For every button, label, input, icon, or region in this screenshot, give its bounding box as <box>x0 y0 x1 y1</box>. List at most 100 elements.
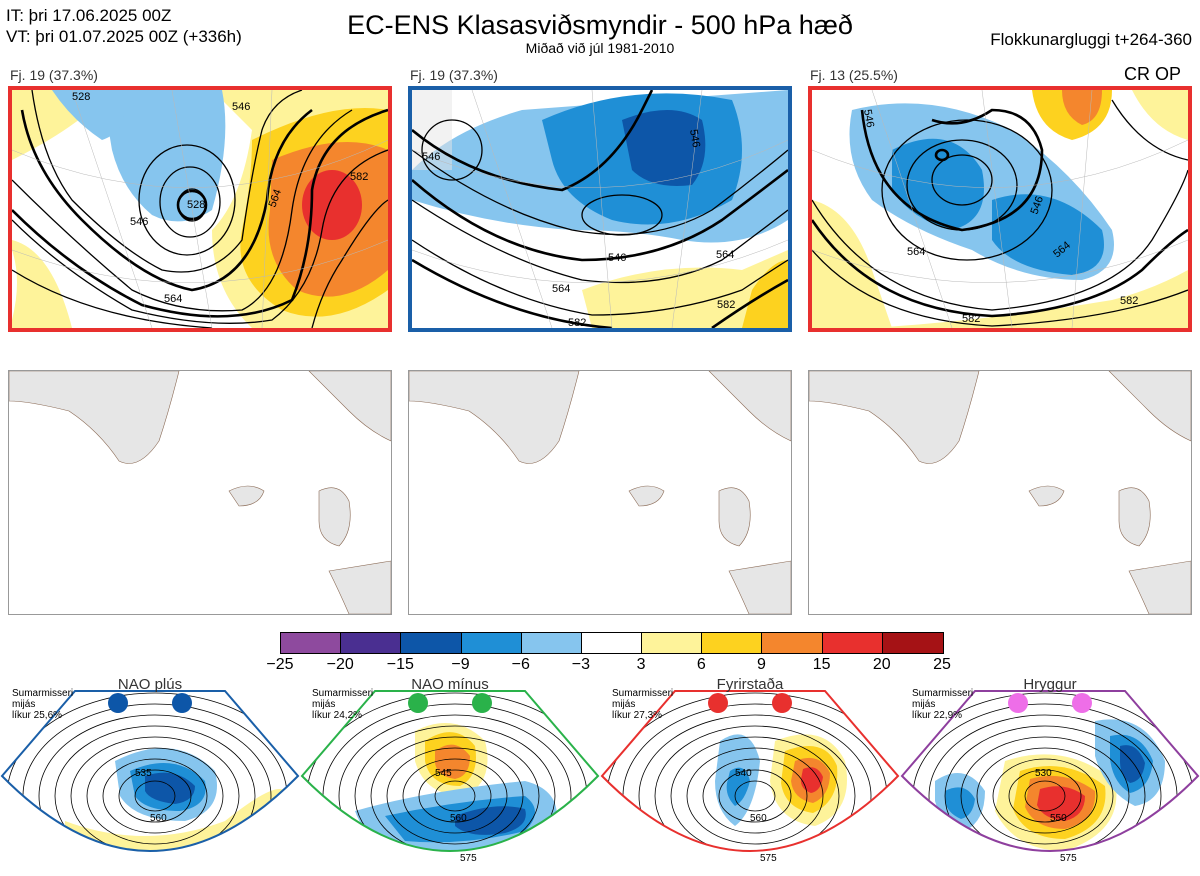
contour-label: 575 <box>760 853 777 864</box>
colorbar-tick-label: −20 <box>326 656 354 673</box>
anomaly-area <box>1120 745 1145 783</box>
colorbar-tick-label: 9 <box>757 656 766 673</box>
colorbar-tick-label: −9 <box>451 656 470 673</box>
contour-label: 575 <box>1060 853 1077 864</box>
regime-probability: Sumarmisseri mijás líkur 25,6% <box>12 688 73 721</box>
base-map-3 <box>808 370 1192 615</box>
cluster-map-1: 546 564 564 582 528 528 546 <box>8 86 392 332</box>
page-subtitle: Miðað við júl 1981-2010 <box>525 40 675 56</box>
contour-label: 535 <box>135 768 152 779</box>
regime-name: NAO mínus <box>411 676 489 693</box>
svg-text:546: 546 <box>687 128 702 148</box>
svg-text:546: 546 <box>422 151 440 163</box>
colorbar-segment <box>642 633 703 653</box>
classification-window: Flokkunargluggi t+264-360 <box>990 30 1192 49</box>
svg-text:582: 582 <box>568 317 586 328</box>
anomaly-area <box>455 806 526 835</box>
svg-text:528: 528 <box>187 199 205 211</box>
panel-1-label: Fj. 19 (37.3%) <box>10 67 98 83</box>
base-map-1 <box>8 370 392 615</box>
colorbar-segment <box>702 633 763 653</box>
regime-prob-line: Sumarmisseri <box>912 688 974 699</box>
svg-text:546: 546 <box>861 108 876 128</box>
regime-frame <box>0 690 300 852</box>
regime-prob-line: mijás <box>612 699 636 710</box>
colorbar-segment <box>822 633 883 653</box>
regime-map: 530 550 575 <box>896 676 1200 876</box>
regime-prob-line: Sumarmisseri <box>612 688 674 699</box>
colorbar-tick-label: −3 <box>571 656 591 673</box>
colorbar-ticks: −25 −20 −15 −9 −6 −3 3 6 9 15 20 25 <box>266 656 950 676</box>
regime-name: Fyrirstaða <box>716 676 784 693</box>
colorbar-segment <box>581 633 643 653</box>
regime-prob-line: mijás <box>12 699 36 710</box>
panel-3-tag: CR OP <box>1124 64 1182 84</box>
height-contour <box>734 780 776 812</box>
regime-dot <box>172 693 192 713</box>
regime-probability: Sumarmisseri mijás líkur 22,9% <box>912 688 973 721</box>
regime-probability: Sumarmisseri mijás líkur 24,2% <box>312 688 373 721</box>
regime-panel: 540 560 575 Fyrirstaða Sumarmisseri mijás líku… <box>600 676 904 876</box>
svg-text:564: 564 <box>552 283 570 295</box>
colorbar <box>280 632 944 654</box>
svg-text:582: 582 <box>962 313 980 325</box>
anomaly-area <box>800 767 823 793</box>
colorbar-tick-label: −15 <box>386 656 414 673</box>
regime-panel: 535 560 NAO plús Sumarmisseri mijás líkur 25,… <box>0 676 304 876</box>
colorbar-segment <box>882 633 943 653</box>
regime-prob-line: líkur 24,2% <box>312 710 363 721</box>
panel-3-label: Fj. 13 (25.5%) <box>810 67 898 83</box>
height-contour <box>434 780 476 812</box>
regime-dot <box>108 693 128 713</box>
valid-time: VT: þri 01.07.2025 00Z (+336h) <box>6 27 242 46</box>
page-title: EC-ENS Klasasviðsmyndir - 500 hPa hæð <box>347 10 853 40</box>
contour-label: 530 <box>1035 768 1052 779</box>
colorbar-segment <box>401 633 462 653</box>
regime-prob-line: mijás <box>312 699 336 710</box>
colorbar-tick-label: 3 <box>636 656 646 673</box>
regime-frame <box>600 690 900 852</box>
regime-dot <box>1008 693 1028 713</box>
height-contour <box>1024 780 1066 812</box>
regime-dot <box>1072 693 1092 713</box>
svg-text:564: 564 <box>164 293 182 305</box>
contour-label: 550 <box>1050 813 1067 824</box>
colorbar-tick-label: 25 <box>933 656 951 673</box>
contour-label: 560 <box>750 813 767 824</box>
svg-text:564: 564 <box>907 246 925 258</box>
contour-label: 560 <box>450 813 467 824</box>
regime-prob-line: Sumarmisseri <box>312 688 374 699</box>
svg-text:564: 564 <box>716 249 734 261</box>
regime-map: 535 560 <box>0 676 304 876</box>
colorbar-tick-label: −6 <box>511 656 530 673</box>
regime-prob-line: líkur 25,6% <box>12 710 63 721</box>
height-contour <box>134 780 176 812</box>
svg-text:582: 582 <box>350 171 368 183</box>
regime-probability: Sumarmisseri mijás líkur 27,3% <box>612 688 673 721</box>
svg-text:528: 528 <box>72 91 90 103</box>
height-contour <box>102 758 208 834</box>
colorbar-segment <box>521 633 582 653</box>
height-contour <box>118 769 192 823</box>
height-contour <box>402 758 508 834</box>
header-times: IT: þri 17.06.2025 00Z VT: þri 01.07.202… <box>6 5 242 47</box>
regime-prob-line: líkur 22,9% <box>912 710 963 721</box>
height-contour <box>638 714 872 876</box>
height-contour <box>418 769 492 823</box>
colorbar-tick-label: 20 <box>872 656 891 673</box>
height-contour <box>1008 769 1082 823</box>
cluster-map-2: 546 564 564 582 582 546 546 <box>408 86 792 332</box>
svg-text:564: 564 <box>267 188 285 209</box>
regime-panel: 545 560 575 NAO mínus Sumarmisseri mijás líkur… <box>300 676 604 876</box>
height-contour <box>718 769 792 823</box>
contour-label: 540 <box>735 768 752 779</box>
regime-dot <box>772 693 792 713</box>
regime-prob-line: mijás <box>912 699 936 710</box>
colorbar-segment <box>281 633 342 653</box>
init-time: IT: þri 17.06.2025 00Z <box>6 6 172 25</box>
colorbar-tick-label: −25 <box>266 656 294 673</box>
height-contour <box>702 758 808 834</box>
contour-label: 560 <box>150 813 167 824</box>
anomaly-area <box>726 767 750 806</box>
svg-text:546: 546 <box>130 216 148 228</box>
